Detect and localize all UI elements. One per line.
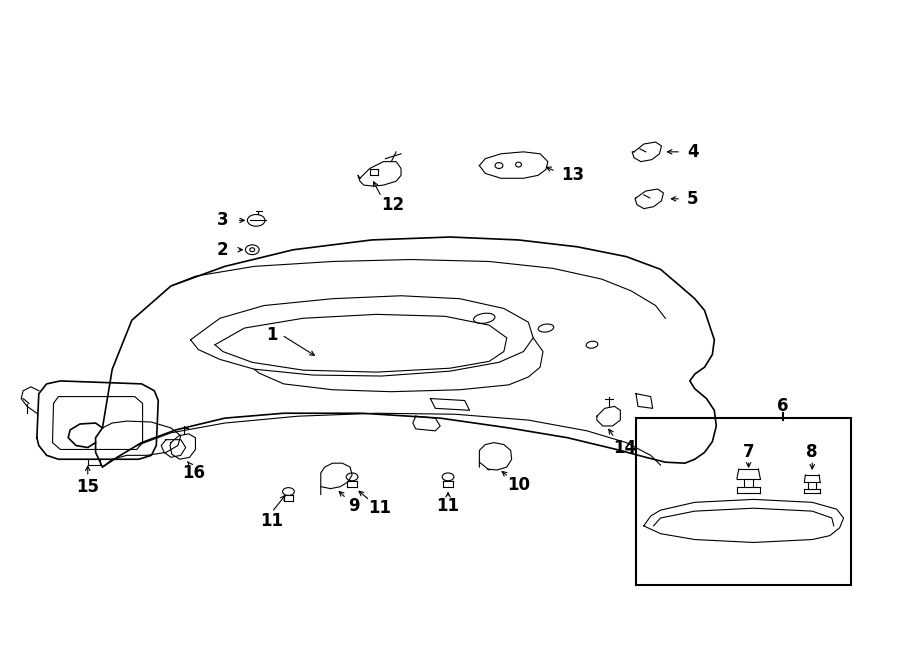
Text: 11: 11	[368, 499, 391, 517]
Text: 5: 5	[687, 190, 698, 208]
Text: 7: 7	[742, 444, 754, 461]
Text: 14: 14	[613, 438, 635, 457]
Text: 3: 3	[217, 211, 229, 229]
Text: 15: 15	[76, 478, 99, 496]
Text: 13: 13	[561, 166, 584, 184]
Text: 11: 11	[260, 512, 284, 530]
Text: 6: 6	[777, 397, 788, 415]
Bar	[636, 418, 851, 585]
Text: 11: 11	[436, 497, 460, 515]
Text: 10: 10	[507, 476, 530, 494]
Text: 12: 12	[382, 196, 405, 214]
Text: 9: 9	[348, 497, 360, 515]
Text: 1: 1	[266, 326, 277, 344]
Text: 16: 16	[182, 464, 205, 482]
Text: 2: 2	[217, 241, 229, 259]
Text: 8: 8	[806, 444, 818, 461]
Text: 4: 4	[687, 143, 698, 161]
